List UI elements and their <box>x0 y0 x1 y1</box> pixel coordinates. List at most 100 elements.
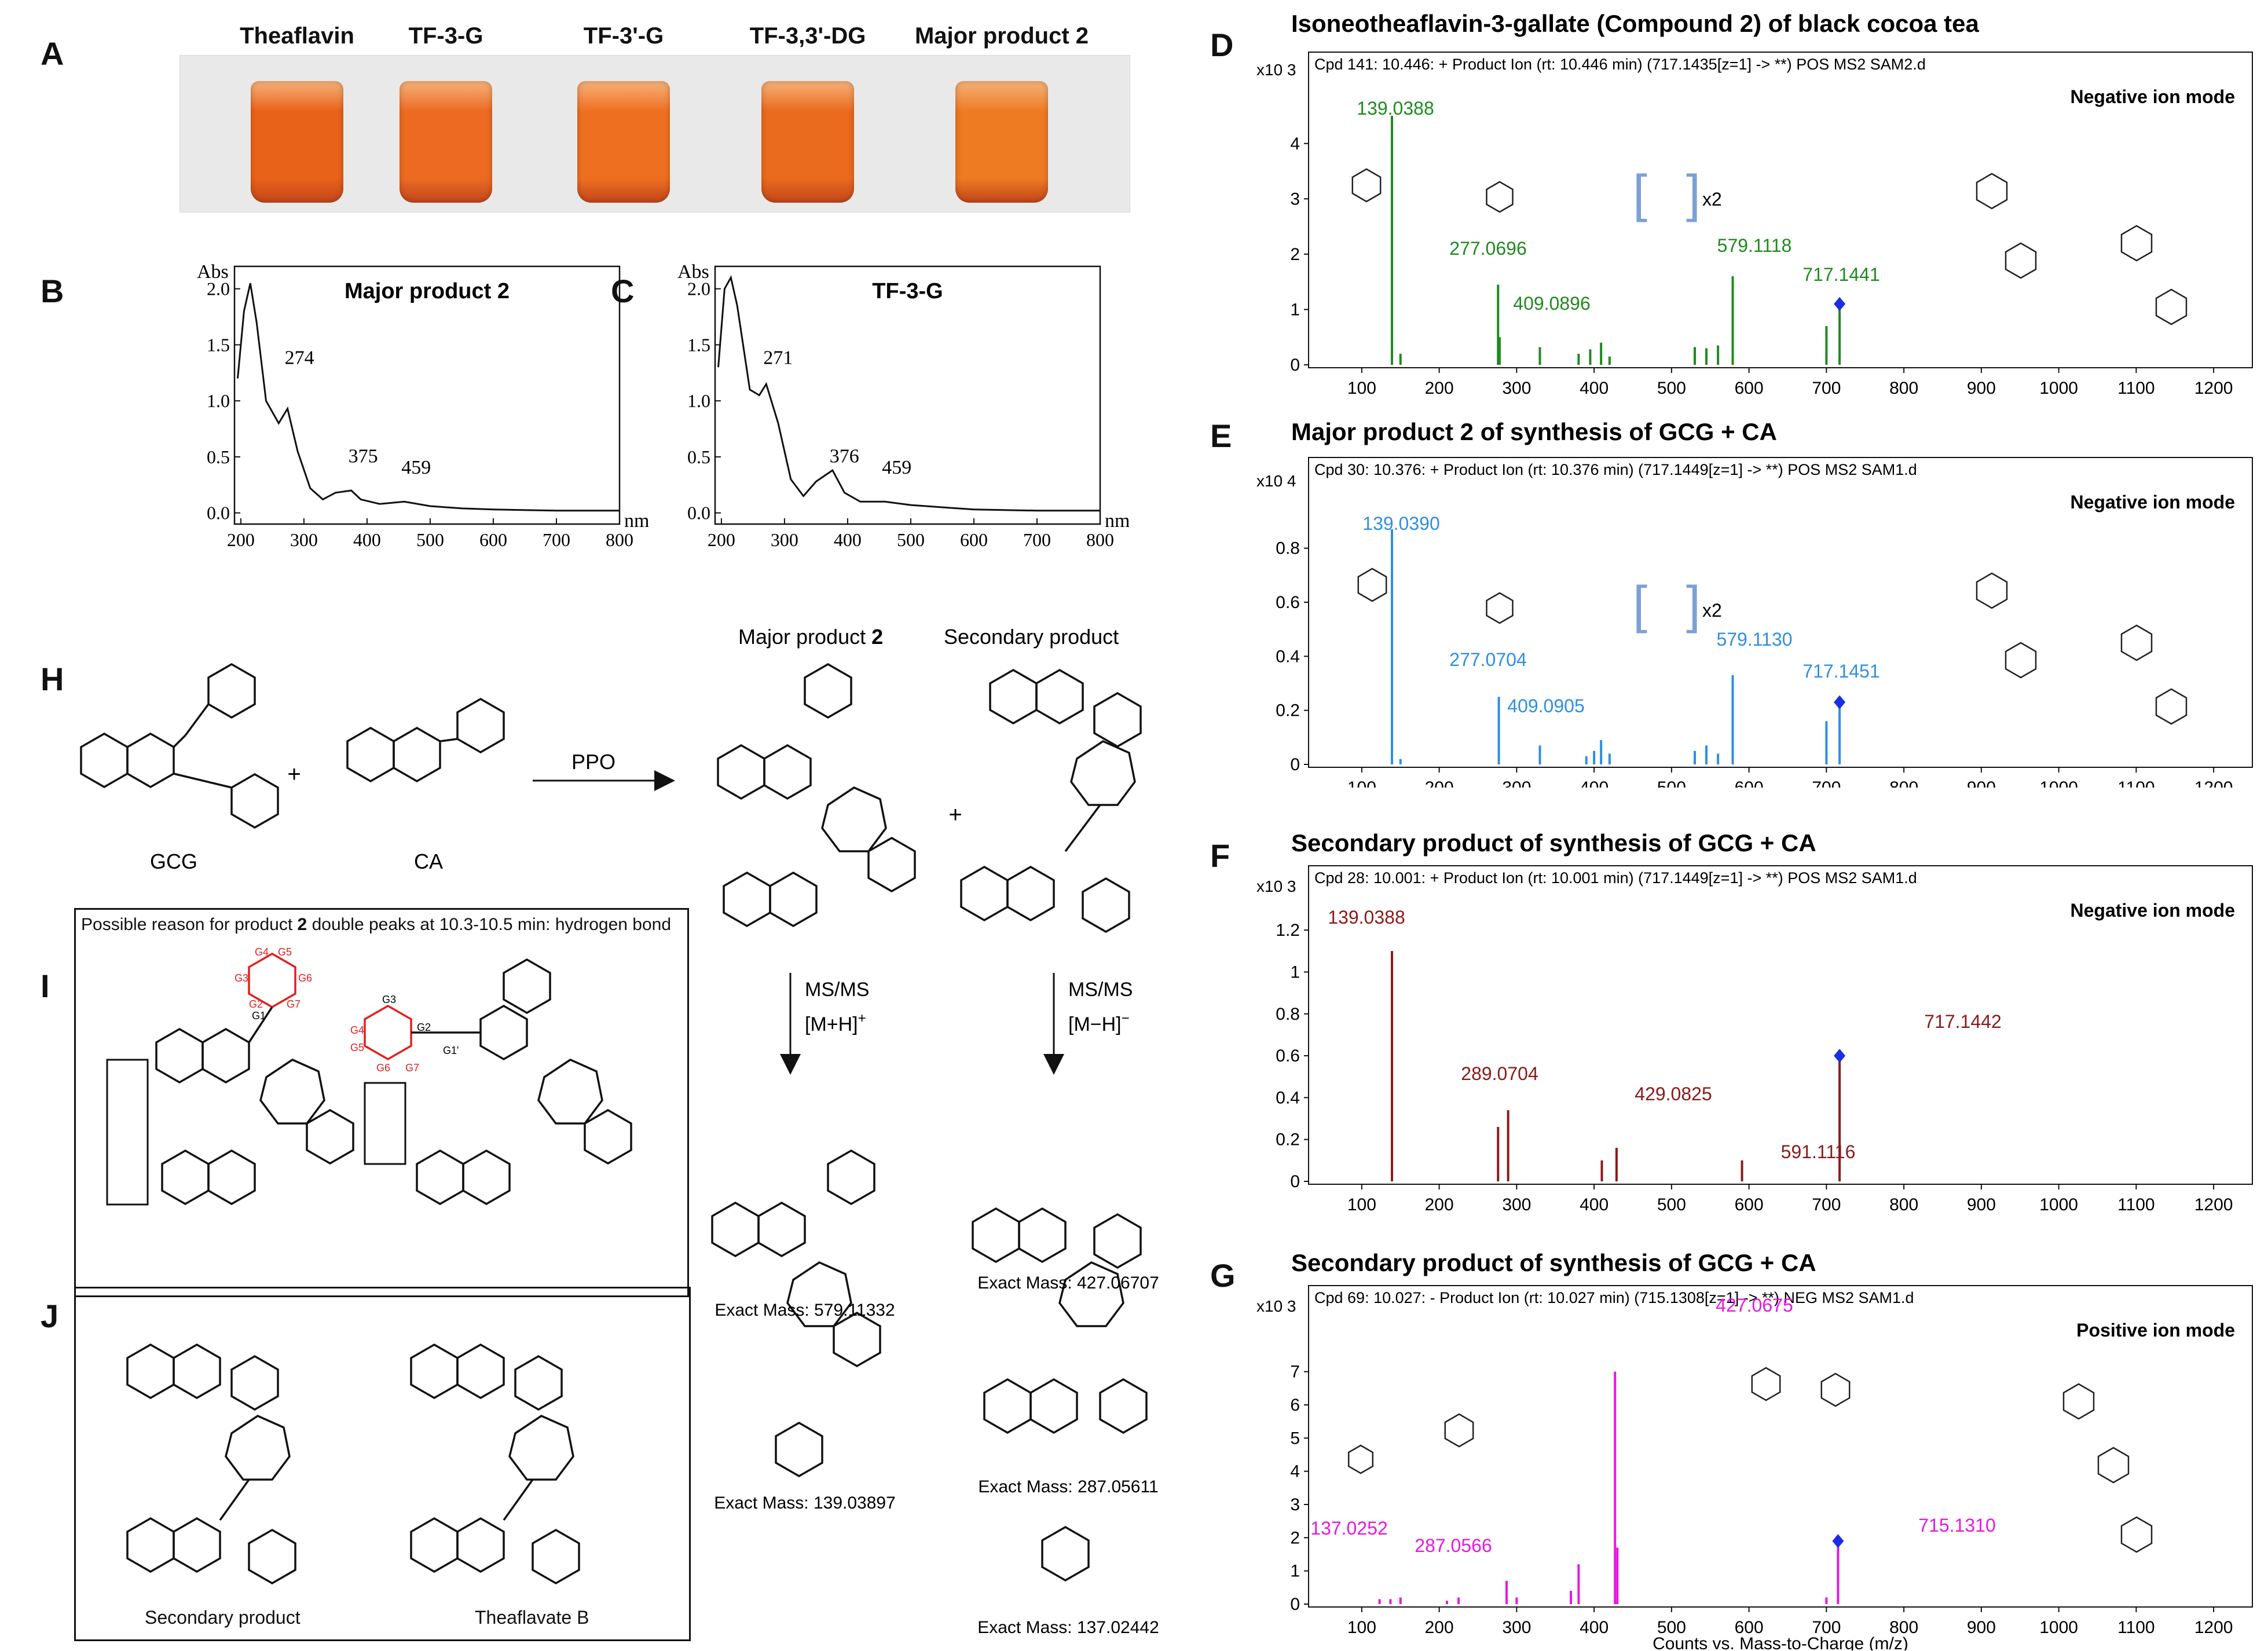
atom-g3-left: G3 <box>235 972 248 984</box>
y-tick-label: 2.0 <box>687 279 710 299</box>
fragment-structure <box>2005 642 2037 679</box>
y-tick-label: 0 <box>1290 1595 1300 1614</box>
fragment-structure <box>1976 173 2008 210</box>
fragment-structure <box>1751 1367 1781 1401</box>
x-tick-label: 100 <box>1347 379 1376 398</box>
atom-g2-left: G2 <box>249 998 263 1010</box>
y-tick-label: 1.0 <box>207 390 230 411</box>
x-tick-label: 1200 <box>2194 379 2233 398</box>
x-tick-label: 900 <box>1967 778 1996 788</box>
peak-annotation: 579.1118 <box>1717 235 1792 256</box>
y-tick-label: 0 <box>1290 755 1300 774</box>
precursor-marker <box>1834 1049 1846 1063</box>
atom-g3-right: G3 <box>382 994 396 1005</box>
x-tick-label: 500 <box>897 529 925 550</box>
fragment-structure <box>1486 592 1514 624</box>
x-tick-label: 500 <box>1657 379 1686 398</box>
atom-g6-left: G6 <box>298 972 312 984</box>
plot-frame <box>1308 865 2253 1185</box>
x-tick-label: 200 <box>1425 778 1454 788</box>
x-tick-label: 700 <box>1812 379 1841 398</box>
scale-label: x10 3 <box>1256 61 1296 79</box>
y-tick-label: 0.2 <box>1276 701 1300 720</box>
exact-mass-287: Exact Mass: 287.05611 <box>978 1477 1158 1496</box>
fragment-structure <box>2097 1447 2130 1484</box>
vial-theaflavin <box>251 81 343 203</box>
secondary-product-caption: Secondary product <box>145 1607 301 1628</box>
spectrum-title: Major product 2 of synthesis of GCG + CA <box>1291 418 1777 445</box>
peak-label: 274 <box>285 347 314 368</box>
panel-label-d: D <box>1210 27 1234 63</box>
ion-pos-label: [M+H]+ <box>805 1011 866 1035</box>
ms-spectrum-d: Isoneotheaflavin-3-gallate (Compound 2) … <box>1256 10 2253 398</box>
x-tick-label: 600 <box>1735 1195 1764 1214</box>
peak-annotation: 409.0905 <box>1507 695 1584 716</box>
plot-frame <box>1308 1285 2253 1608</box>
atom-g2-right: G2 <box>417 1022 431 1033</box>
y-tick-label: 1 <box>1290 962 1300 982</box>
x-tick-label: 500 <box>1657 1618 1686 1637</box>
ms-spectrum-e: Major product 2 of synthesis of GCG + CA… <box>1256 418 2253 788</box>
peak-annotation: 289.0704 <box>1461 1063 1538 1084</box>
y-tick-label: 1.2 <box>1276 921 1300 940</box>
plot-frame <box>1308 52 2253 368</box>
vial-major-product-2 <box>955 81 1048 203</box>
x-tick-label: 600 <box>960 529 988 550</box>
peak-annotation: 591.1116 <box>1781 1141 1856 1162</box>
y-tick-label: 0.4 <box>1276 647 1300 666</box>
x-tick-label: 400 <box>834 529 862 550</box>
vial-tf3g <box>400 81 492 203</box>
ca-label: CA <box>414 850 443 873</box>
x-tick-label: 700 <box>1812 1618 1841 1637</box>
precursor-marker <box>1834 296 1846 311</box>
panel-label-j: J <box>41 1298 59 1334</box>
y-tick-label: 0.2 <box>1276 1130 1300 1150</box>
x-tick-label: 800 <box>1889 1618 1918 1637</box>
vial-tf33dg <box>761 81 854 203</box>
y-tick-label: 0 <box>1290 1172 1300 1191</box>
atom-g6-right: G6 <box>376 1062 390 1074</box>
precursor-marker <box>1834 695 1846 709</box>
y-tick-label: 6 <box>1290 1396 1300 1415</box>
plot-frame <box>1308 457 2253 768</box>
x2-label: x2 <box>1702 600 1722 621</box>
h-bond-box-right <box>364 1082 406 1165</box>
panel-label-g: G <box>1210 1257 1236 1294</box>
peak-annotation: 717.1451 <box>1802 661 1879 682</box>
h-bond-box-left <box>106 1059 149 1206</box>
panel-label-h: H <box>41 661 64 697</box>
x-tick-label: 1200 <box>2194 1618 2233 1637</box>
y-tick-label: 3 <box>1290 1495 1300 1514</box>
sample-label-0: Theaflavin <box>240 23 354 49</box>
theaflavate-b-caption: Theaflavate B <box>475 1607 589 1628</box>
major-product-label: Major product 2 <box>738 625 883 649</box>
x-tick-label: 900 <box>1967 1195 1996 1214</box>
fragment-structure <box>1486 181 1514 213</box>
peak-label: 459 <box>401 457 431 478</box>
sample-label-1: TF-3-G <box>408 23 483 49</box>
plot-title: Major product 2 <box>345 279 510 303</box>
plot-frame <box>233 265 621 525</box>
bracket-left: [ <box>1633 576 1647 634</box>
panel-label-c: C <box>611 273 635 309</box>
atom-g4-right: G4 <box>350 1024 364 1036</box>
theaflavate-b-structure <box>410 1343 580 1585</box>
x2-label: x2 <box>1702 189 1722 210</box>
x-tick-label: 400 <box>1580 778 1609 788</box>
x-tick-label: 900 <box>1967 1618 1996 1637</box>
peak-annotation: 427.0675 <box>1716 1295 1793 1316</box>
enzyme-label: PPO <box>571 750 615 774</box>
gcg-label: GCG <box>150 850 197 873</box>
x-tick-label: 400 <box>1580 1195 1609 1214</box>
x-tick-label: 300 <box>1502 379 1531 398</box>
fragment-structure <box>2155 288 2188 325</box>
x-tick-label: 1200 <box>2194 778 2233 788</box>
peak-annotation: 409.0896 <box>1513 293 1590 314</box>
secondary-product-structure <box>960 668 1142 934</box>
fragment-structure <box>1357 568 1387 602</box>
x-tick-label: 300 <box>1502 1195 1531 1214</box>
y-axis-label: Abs <box>677 261 709 283</box>
atom-g5-left: G5 <box>278 946 292 958</box>
sample-label-3: TF-3,3'-DG <box>749 23 866 49</box>
x-tick-label: 1000 <box>2039 778 2078 788</box>
